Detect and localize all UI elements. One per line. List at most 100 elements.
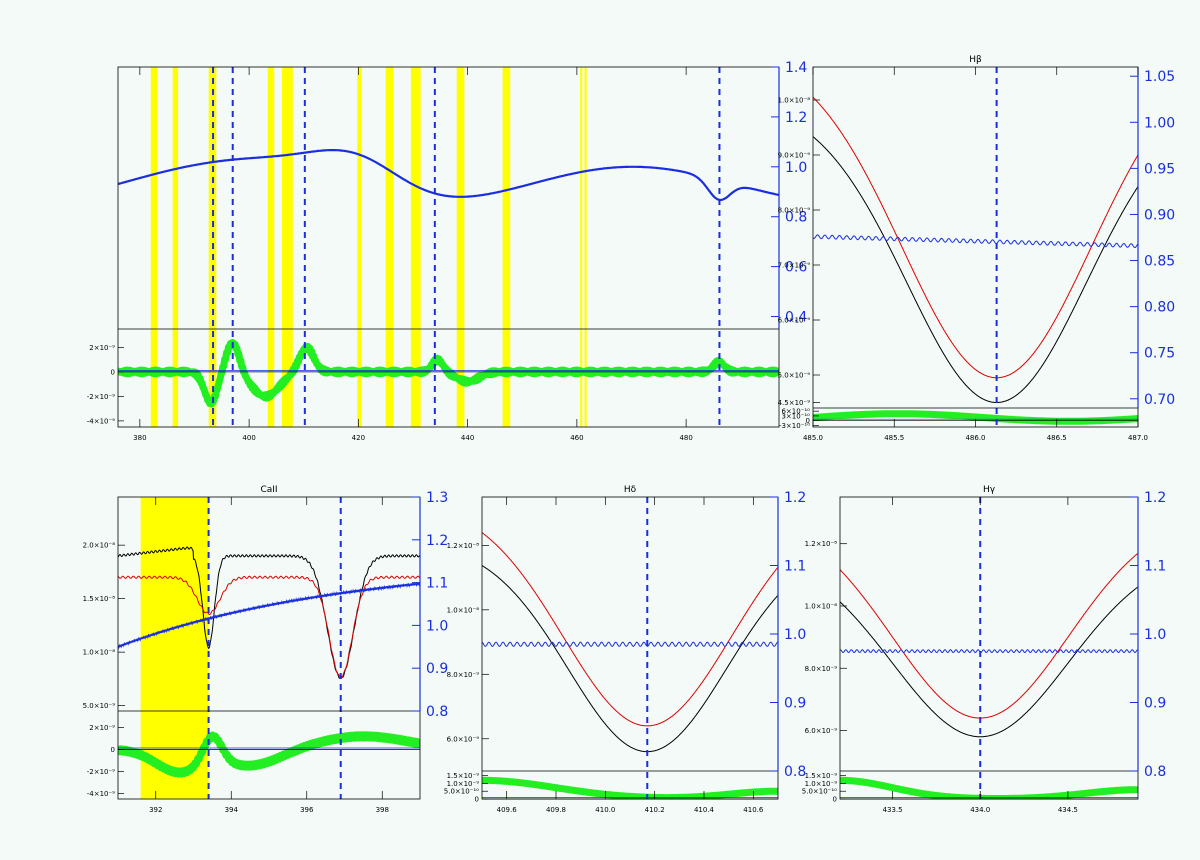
y-tick-label: 6.0×10⁻⁹: [447, 735, 480, 743]
y2-tick-label: 0.8: [784, 764, 806, 780]
model-spectrum: [813, 96, 1138, 379]
y2-tick-label: 0.85: [1144, 254, 1175, 270]
y2-tick-label: 0.8: [1144, 764, 1166, 780]
y2-tick-label: 0.75: [1144, 346, 1175, 362]
observed-spectrum: [482, 565, 778, 753]
x-tick-label: 380: [133, 434, 146, 442]
y2-tick-label: 1.1: [426, 576, 448, 592]
model-spectrum: [118, 575, 420, 679]
y-tick-label: 6.0×10⁻⁹: [778, 317, 811, 325]
ratio-series: [840, 649, 1138, 654]
x-tick-label: 433.5: [883, 806, 903, 814]
masked-region-4: [281, 67, 293, 427]
residual-tick-label: 0: [475, 796, 479, 804]
ratio-series: [118, 149, 779, 202]
masked-region-3: [267, 67, 275, 427]
residual-tick-label: 6×10⁻¹⁰: [781, 408, 810, 416]
masked-region-11: [584, 67, 587, 427]
y2-tick-label: 0.9: [426, 661, 448, 677]
panel-caii: 392 394 396 398 2.0×10⁻⁸ 1.5×10⁻⁸ 1.0×10⁻⁸ 5.0×…: [83, 485, 449, 814]
x-tick-label: 410.6: [743, 806, 764, 814]
y-tick-label: 1.2×10⁻⁸: [805, 540, 838, 548]
ratio-series: [118, 581, 420, 650]
masked-region-8: [456, 67, 465, 427]
panel-title: Hγ: [983, 485, 996, 495]
masked-region-5: [357, 67, 362, 427]
residual-tick-label: -2×10⁻⁹: [87, 768, 115, 776]
y-tick-label: 1.2×10⁻⁸: [447, 542, 480, 550]
y2-tick-label: 1.0: [784, 627, 806, 643]
panels-layer: 380 400 420 440 460 480 2×10⁻⁹ 0 -2×10⁻⁹ -4×10⁻⁹ 1…: [83, 55, 1176, 814]
y-tick-label: 8.0×10⁻⁹: [805, 665, 838, 673]
x-tick-label: 434.5: [1058, 806, 1078, 814]
y-tick-label: 8.0×10⁻⁹: [447, 671, 480, 679]
y-tick-label: 9.0×10⁻⁹: [778, 152, 811, 160]
x-tick-label: 440: [461, 434, 474, 442]
observed-spectrum: [813, 136, 1138, 403]
residual-tick-label: -3×10⁻¹⁰: [779, 422, 810, 430]
masked-region-1: [172, 67, 179, 427]
masked-region-6: [385, 67, 394, 427]
y2-tick-label: 1.2: [784, 490, 806, 506]
x-tick-label: 400: [242, 434, 255, 442]
y-tick-label: 8.0×10⁻⁹: [778, 207, 811, 215]
masked-region-7: [410, 67, 421, 427]
y2-tick-label: 1.3: [426, 490, 448, 506]
residual-series: [813, 410, 1138, 425]
x-tick-label: 460: [570, 434, 583, 442]
residual-tick-label: -4×10⁻⁹: [87, 790, 115, 798]
x-tick-label: 410.2: [645, 806, 665, 814]
residual-tick-label: 1.0×10⁻⁹: [805, 780, 838, 788]
panel-title: Hδ: [624, 485, 637, 495]
y-tick-label: 5.0×10⁻⁹: [778, 372, 811, 380]
y2-tick-label: 0.80: [1144, 300, 1175, 316]
y2-tick-label: 0.9: [784, 696, 806, 712]
y2-tick-label: 0.90: [1144, 207, 1175, 223]
y2-tick-label: 0.8: [785, 210, 807, 226]
masked-region-9: [502, 67, 511, 427]
y2-tick-label: 1.00: [1144, 115, 1175, 131]
residual-tick-label: 0: [111, 746, 115, 754]
y2-tick-label: 0.95: [1144, 161, 1175, 177]
y-tick-label: 1.0×10⁻⁸: [447, 606, 480, 614]
y2-tick-label: 1.0: [785, 160, 807, 176]
residual-tick-label: 1.5×10⁻⁹: [447, 772, 480, 780]
y2-tick-label: 1.4: [785, 60, 807, 76]
model-spectrum: [840, 552, 1138, 719]
residual-tick-label: 2×10⁻⁹: [89, 344, 115, 352]
x-tick-label: 409.6: [497, 806, 518, 814]
panel-overview: 380 400 420 440 460 480 2×10⁻⁹ 0 -2×10⁻⁹ -4×10⁻⁹ 1…: [87, 60, 808, 442]
residual-series: [482, 776, 778, 799]
residual-tick-label: 5.0×10⁻¹⁰: [802, 788, 837, 796]
y2-tick-label: 0.70: [1144, 392, 1175, 408]
residual-tick-label: -2×10⁻⁹: [87, 393, 115, 401]
y-tick-label: 1.0×10⁻⁸: [778, 97, 811, 105]
residual-tick-label: 1.0×10⁻⁹: [447, 780, 480, 788]
y2-tick-label: 1.2: [1144, 490, 1166, 506]
residual-tick-label: 3×10⁻¹⁰: [781, 412, 810, 420]
y2-tick-label: 1.1: [784, 559, 806, 575]
x-tick-label: 398: [376, 806, 389, 814]
x-tick-label: 392: [149, 806, 162, 814]
residual-tick-label: 1.5×10⁻⁹: [805, 772, 838, 780]
y-tick-label: 6.0×10⁻⁹: [805, 727, 838, 735]
panel-title: CaII: [260, 485, 277, 495]
panel-hd: 409.6 409.8 410.0 410.2 410.4 410.6 1.2×10⁻⁸ 1.…: [444, 485, 806, 814]
x-tick-label: 486.0: [965, 434, 985, 442]
panel-title: Hβ: [969, 55, 982, 65]
residual-tick-label: 0: [806, 417, 810, 425]
x-tick-label: 394: [225, 806, 239, 814]
y2-tick-label: 1.0: [1144, 627, 1166, 643]
residual-tick-label: 0: [833, 796, 837, 804]
residual-series: [118, 731, 420, 778]
x-tick-label: 485.0: [803, 434, 823, 442]
model-spectrum: [482, 532, 778, 727]
panel-hb: 485.0 485.5 486.0 486.5 487.0 1.0×10⁻⁸ 9.0×10⁻…: [778, 55, 1176, 442]
y2-tick-label: 0.6: [785, 260, 807, 276]
y2-tick-label: 1.2: [785, 110, 807, 126]
x-tick-label: 420: [352, 434, 365, 442]
y-tick-label: 4.5×10⁻⁹: [778, 399, 811, 407]
y2-tick-label: 1.2: [426, 533, 448, 549]
observed-spectrum: [840, 586, 1138, 738]
